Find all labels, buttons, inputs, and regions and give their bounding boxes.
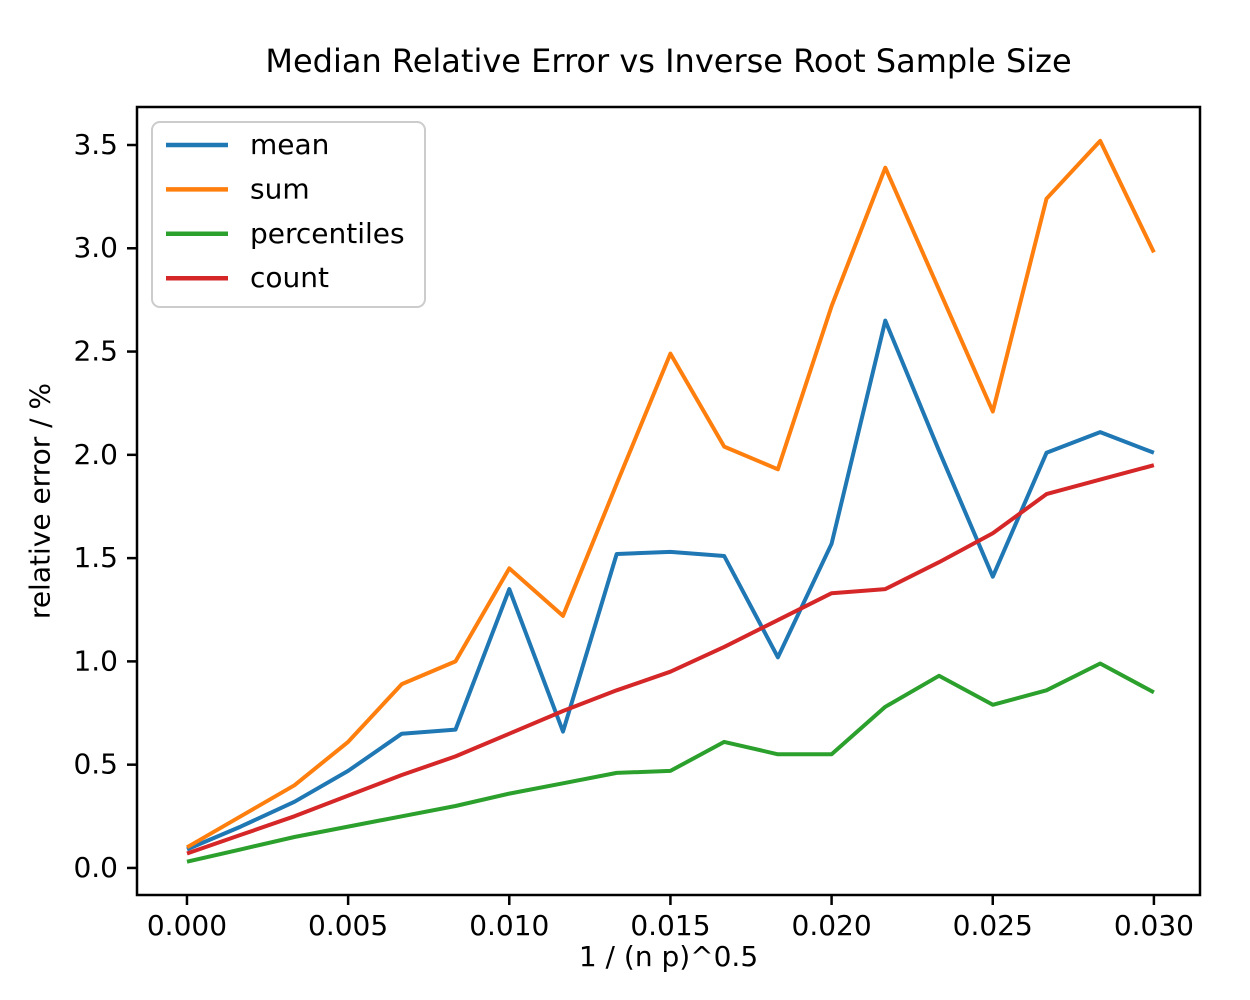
x-tick-label: 0.025 [953,909,1033,942]
y-tick-label: 1.0 [73,644,118,677]
x-tick-label: 0.005 [308,909,388,942]
series-line-percentiles [186,661,1155,864]
series-line-mean [186,318,1155,852]
plot-border [135,105,1202,897]
series-line-count [186,463,1155,856]
legend-label-percentiles: percentiles [250,217,405,250]
x-tick-label: 0.010 [469,909,549,942]
legend-box [151,121,426,308]
x-axis-label: 1 / (n p)^0.5 [578,940,759,973]
series-line-sum [186,138,1156,850]
y-tick-label: 0.0 [73,851,118,884]
y-tick-label: 3.0 [73,231,118,264]
chart-title: Median Relative Error vs Inverse Root Sa… [265,42,1072,80]
y-tick-label: 2.0 [73,438,118,471]
x-tick-label: 0.020 [792,909,872,942]
legend-label-count: count [250,261,329,294]
legend-label-sum: sum [250,172,310,205]
legend-label-mean: mean [250,128,329,161]
y-tick-label: 3.5 [73,128,118,161]
x-tick-label: 0.030 [1114,909,1194,942]
y-tick-label: 2.5 [73,335,118,368]
y-tick-label: 1.5 [73,541,118,574]
x-tick-label: 0.015 [630,909,710,942]
y-axis-label: relative error / % [23,382,57,620]
x-tick-label: 0.000 [147,909,227,942]
y-tick-label: 0.5 [73,748,118,781]
